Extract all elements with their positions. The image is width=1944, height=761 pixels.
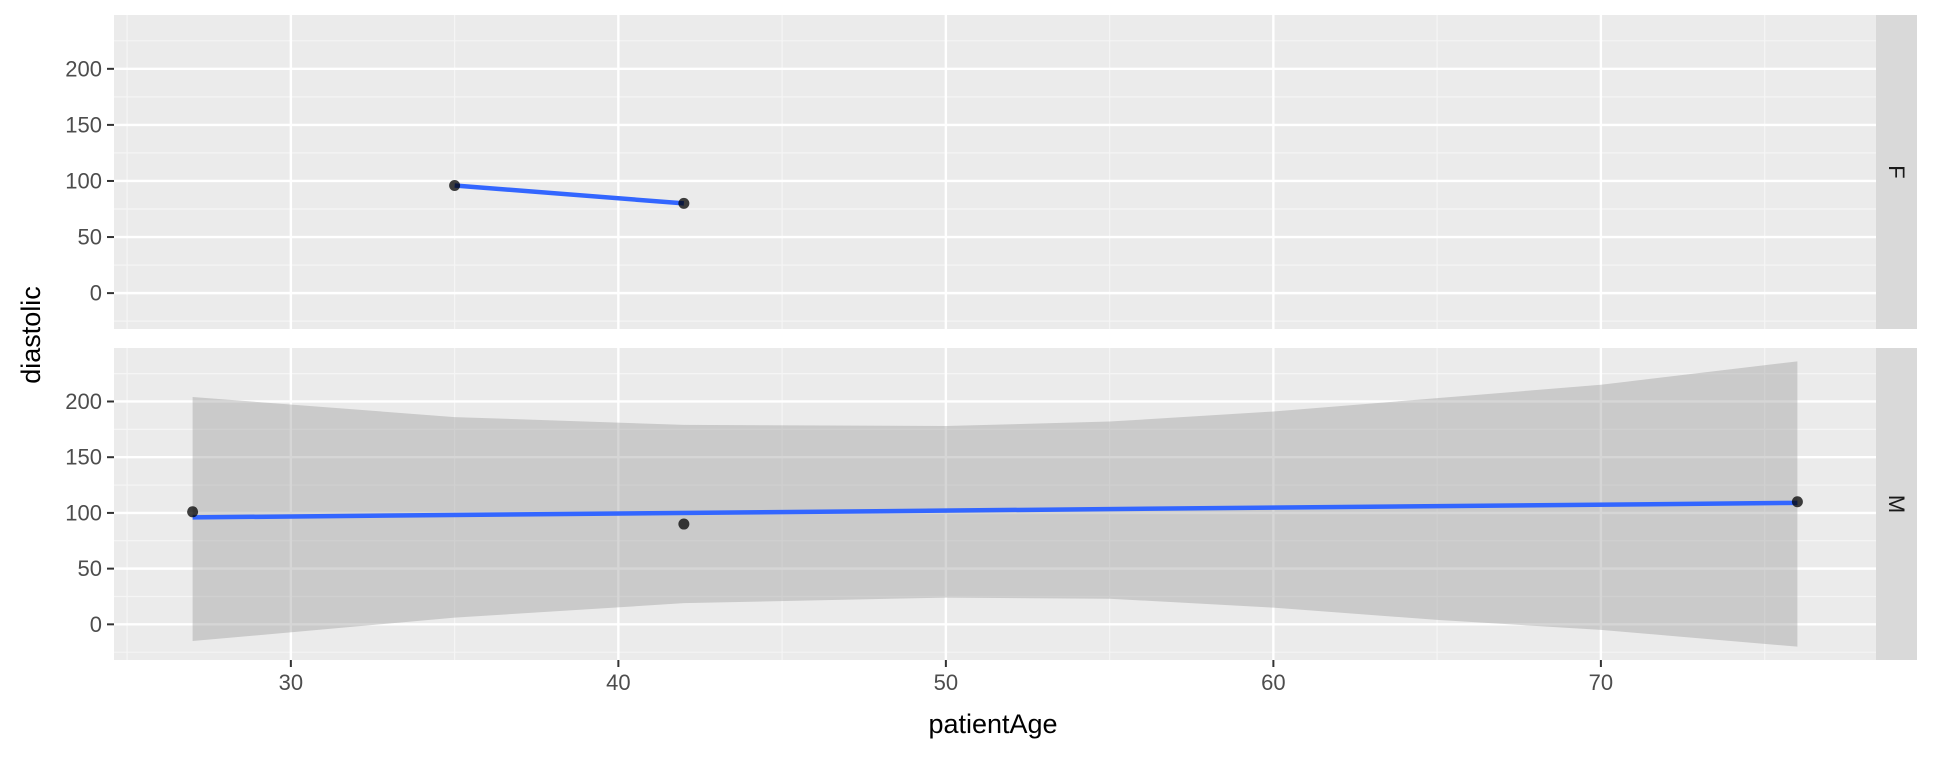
x-axis-title: patientAge [928, 709, 1057, 739]
y-tick-label: 100 [65, 168, 102, 193]
facet-strip-label: M [1884, 495, 1909, 513]
facet-strip [1876, 15, 1917, 329]
y-tick-label: 50 [78, 225, 102, 250]
facet-panel-F: F [114, 15, 1917, 329]
y-tick-label: 50 [78, 556, 102, 581]
x-tick-label: 70 [1589, 670, 1613, 695]
smooth-line [454, 183, 685, 206]
data-point [678, 518, 690, 530]
x-tick-label: 30 [279, 670, 303, 695]
y-tick-label: 0 [90, 281, 102, 306]
smooth-line [192, 500, 1798, 520]
y-tick-label: 100 [65, 500, 102, 525]
facet-panel-M: M [114, 348, 1917, 660]
y-axis-title: diastolic [16, 286, 46, 384]
x-tick-label: 40 [606, 670, 630, 695]
confidence-band [192, 361, 1798, 647]
data-point [1791, 496, 1803, 508]
y-tick-label: 200 [65, 56, 102, 81]
facet-strip [1876, 348, 1917, 660]
data-point [678, 197, 690, 209]
y-tick-label: 150 [65, 445, 102, 470]
y-tick-label: 0 [90, 612, 102, 637]
panel-background [114, 15, 1876, 329]
data-point [187, 506, 199, 518]
y-tick-label: 150 [65, 112, 102, 137]
x-tick-label: 60 [1261, 670, 1285, 695]
y-tick-label: 200 [65, 389, 102, 414]
x-tick-label: 50 [934, 670, 958, 695]
data-point [449, 179, 461, 191]
facet-strip-label: F [1884, 165, 1909, 178]
